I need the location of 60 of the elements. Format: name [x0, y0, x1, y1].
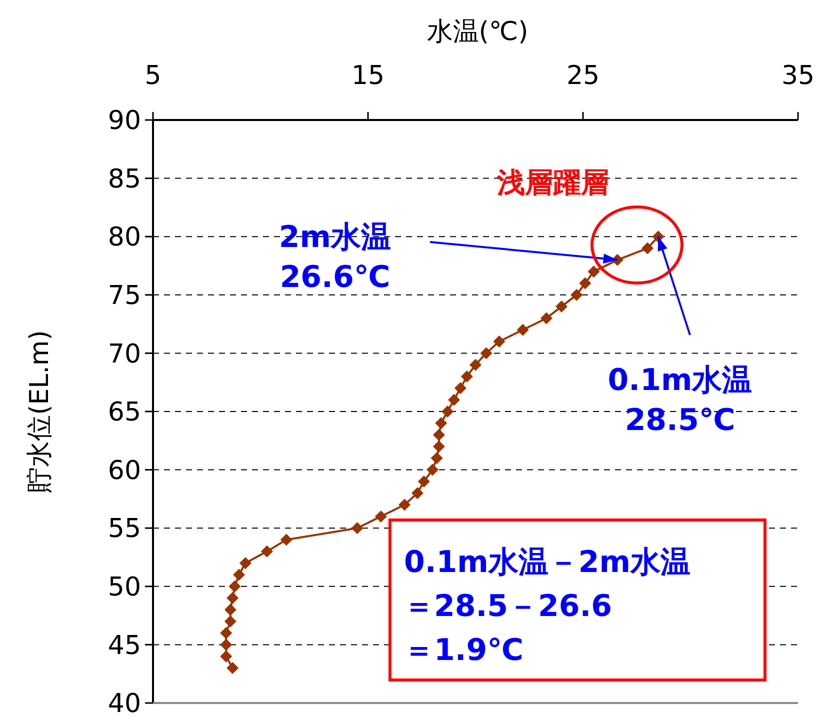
point: [260, 545, 273, 558]
point: [398, 498, 411, 511]
y-tick-label: 80: [108, 222, 141, 253]
point: [226, 662, 239, 674]
annotation: 0.1m水温－2m水温: [404, 545, 691, 580]
point: [432, 428, 445, 441]
x-tick-label: 25: [566, 61, 600, 91]
point: [642, 242, 654, 254]
point: [280, 534, 292, 546]
x-tick-label: 15: [351, 61, 385, 91]
annotation: ＝1.9℃: [404, 633, 524, 668]
annotation: 0.1m水温: [608, 363, 752, 398]
y-tick-label: 60: [108, 456, 141, 486]
y-tick-label: 40: [108, 689, 141, 719]
y-tick-label: 45: [108, 630, 141, 661]
y-tick-label: 65: [108, 398, 141, 428]
point: [435, 417, 448, 430]
point: [540, 312, 552, 324]
x-axis-title: 水温(℃): [426, 17, 528, 47]
point: [430, 452, 443, 464]
point: [374, 510, 387, 522]
point: [220, 638, 232, 651]
point: [224, 615, 236, 628]
point: [442, 406, 454, 418]
point: [432, 440, 445, 452]
y-tick-label: 90: [108, 106, 141, 136]
y-tick-label: 55: [108, 514, 141, 544]
point: [516, 324, 529, 336]
point: [588, 266, 600, 278]
y-tick-label: 50: [108, 572, 141, 602]
point: [418, 475, 430, 488]
point: [454, 382, 466, 394]
point: [220, 650, 232, 662]
point: [460, 370, 473, 383]
y-axis-title: 貯水位(EL.m): [25, 330, 55, 493]
annotation: 26.6℃: [280, 260, 390, 295]
point: [493, 336, 506, 348]
point: [426, 464, 438, 476]
point: [351, 522, 364, 534]
y-tick-label: 70: [108, 339, 141, 370]
point: [233, 568, 245, 581]
point: [480, 347, 492, 360]
point: [470, 358, 482, 371]
point: [556, 300, 568, 313]
annotation: 28.5℃: [624, 403, 736, 438]
x-tick-label: 5: [144, 61, 162, 91]
x-tick-label: 35: [781, 61, 815, 91]
point: [226, 592, 239, 604]
point: [239, 557, 252, 570]
point: [570, 288, 583, 301]
point: [228, 580, 241, 592]
point: [579, 277, 592, 290]
point: [411, 487, 424, 500]
y-tick-label: 85: [108, 164, 141, 194]
y-tick-label: 75: [108, 281, 141, 311]
annotation: ＝28.5－26.6: [404, 589, 612, 624]
annotation: 浅層躍層: [496, 166, 609, 199]
point: [448, 394, 460, 406]
point: [224, 604, 236, 616]
point: [220, 627, 232, 640]
